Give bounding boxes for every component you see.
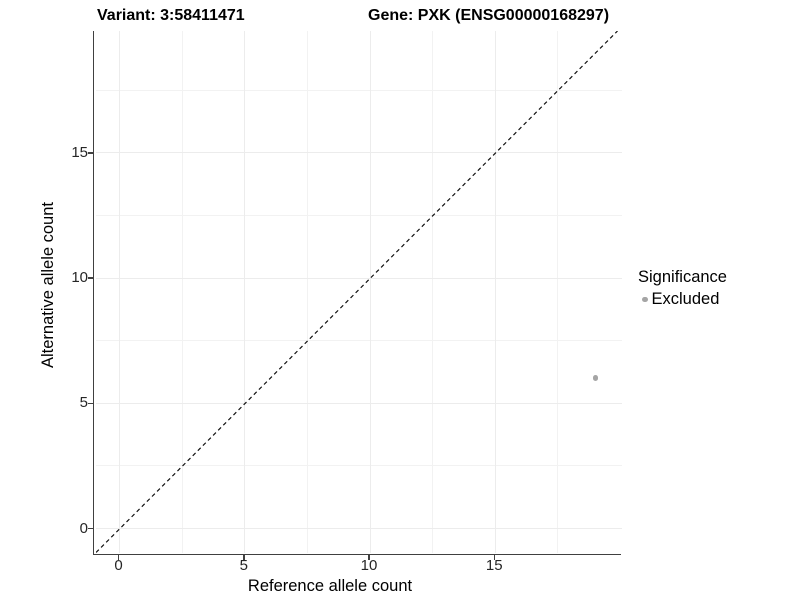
- x-tick-mark: [493, 554, 495, 560]
- y-tick-mark: [88, 402, 93, 404]
- gridline-y-major: [95, 277, 622, 279]
- gridline-y-major: [95, 152, 622, 154]
- y-tick-label: 0: [79, 519, 88, 537]
- legend: Significance Excluded: [638, 268, 727, 309]
- gridline-x-minor: [557, 31, 559, 553]
- legend-item-excluded: Excluded: [638, 290, 727, 309]
- x-axis-title: Reference allele count: [247, 577, 413, 595]
- gridline-y-minor: [95, 465, 622, 467]
- x-tick-label: 5: [239, 557, 248, 574]
- gridline-x-major: [494, 31, 496, 553]
- y-tick-mark: [88, 152, 93, 154]
- gridline-x-major: [369, 31, 371, 553]
- legend-marker-excluded: [642, 296, 648, 303]
- gridline-x-major: [119, 31, 120, 553]
- gridline-x-major: [244, 31, 246, 553]
- gridline-y-major: [95, 528, 622, 529]
- gridline-y-minor: [95, 214, 622, 216]
- identity-dashed-line: [95, 31, 618, 553]
- y-tick-mark: [88, 527, 93, 530]
- gridline-x-minor: [181, 31, 183, 553]
- gene-title: Gene: PXK (ENSG00000168297): [368, 7, 610, 24]
- legend-item-label: Excluded: [651, 290, 720, 308]
- plot-panel-area: [95, 31, 622, 553]
- x-tick-label: 0: [114, 557, 123, 574]
- legend-items: Excluded: [638, 290, 727, 309]
- scatter-point-excluded: [592, 375, 599, 381]
- x-tick-label: 10: [360, 557, 378, 574]
- x-tick-label: 15: [485, 557, 503, 574]
- gridline-y-minor: [95, 340, 622, 342]
- x-tick-mark: [368, 554, 370, 560]
- gridline-y-minor: [95, 89, 622, 91]
- gridline-x-minor: [432, 31, 434, 553]
- plot-panel: [93, 31, 622, 555]
- legend-title: Significance: [638, 268, 727, 286]
- gridline-x-minor: [306, 31, 308, 553]
- variant-title: Variant: 3:58411471: [97, 7, 245, 24]
- y-tick-label: 15: [71, 143, 88, 161]
- x-tick-mark: [243, 554, 245, 560]
- y-tick-mark: [88, 277, 93, 279]
- y-tick-label: 5: [79, 394, 88, 412]
- y-tick-label: 10: [71, 269, 88, 286]
- gridline-y-major: [95, 402, 622, 404]
- x-tick-mark: [117, 554, 120, 560]
